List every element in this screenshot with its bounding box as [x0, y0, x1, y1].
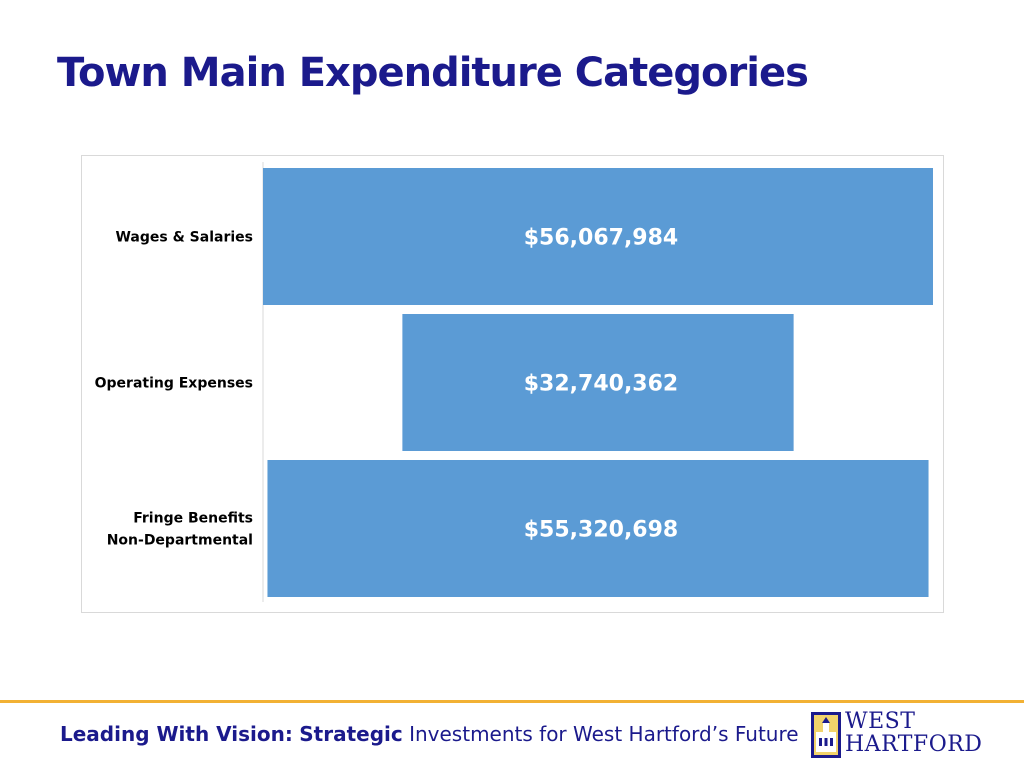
category-label: Fringe Benefits — [133, 511, 253, 527]
bar-1 — [263, 168, 933, 305]
bar-value-label: $56,067,984 — [524, 226, 678, 251]
chart-frame: $56,067,984 Wages & Salaries $32,740,362 Op… — [81, 155, 944, 613]
funnel-chart: $56,067,984 Wages & Salaries $32,740,362 Op… — [95, 162, 933, 602]
town-hall-seal-icon — [811, 712, 841, 758]
west-hartford-logo: WEST HARTFORD — [811, 710, 991, 764]
bar-2 — [402, 314, 794, 451]
slide-title: Town Main Expenditure Categories — [57, 50, 809, 96]
footer-lead: Leading With Vision: — [60, 722, 293, 746]
logo-line-2: HARTFORD — [845, 732, 983, 757]
logo-line-1: WEST — [845, 709, 916, 734]
logo-wordmark: WEST HARTFORD — [845, 710, 982, 756]
bar-value-label: $55,320,698 — [524, 518, 678, 543]
footer-rest: Investments for West Hartford’s Future — [409, 722, 799, 746]
category-label: Non-Departmental — [107, 533, 253, 549]
footer-tagline: Leading With Vision: Strategic Investmen… — [60, 722, 799, 746]
category-label: Operating Expenses — [95, 376, 253, 392]
footer-emph: Strategic — [299, 722, 403, 746]
category-label: Wages & Salaries — [115, 230, 253, 246]
footer-divider — [0, 700, 1024, 703]
bar-3 — [267, 460, 929, 597]
bar-value-label: $32,740,362 — [524, 372, 678, 397]
